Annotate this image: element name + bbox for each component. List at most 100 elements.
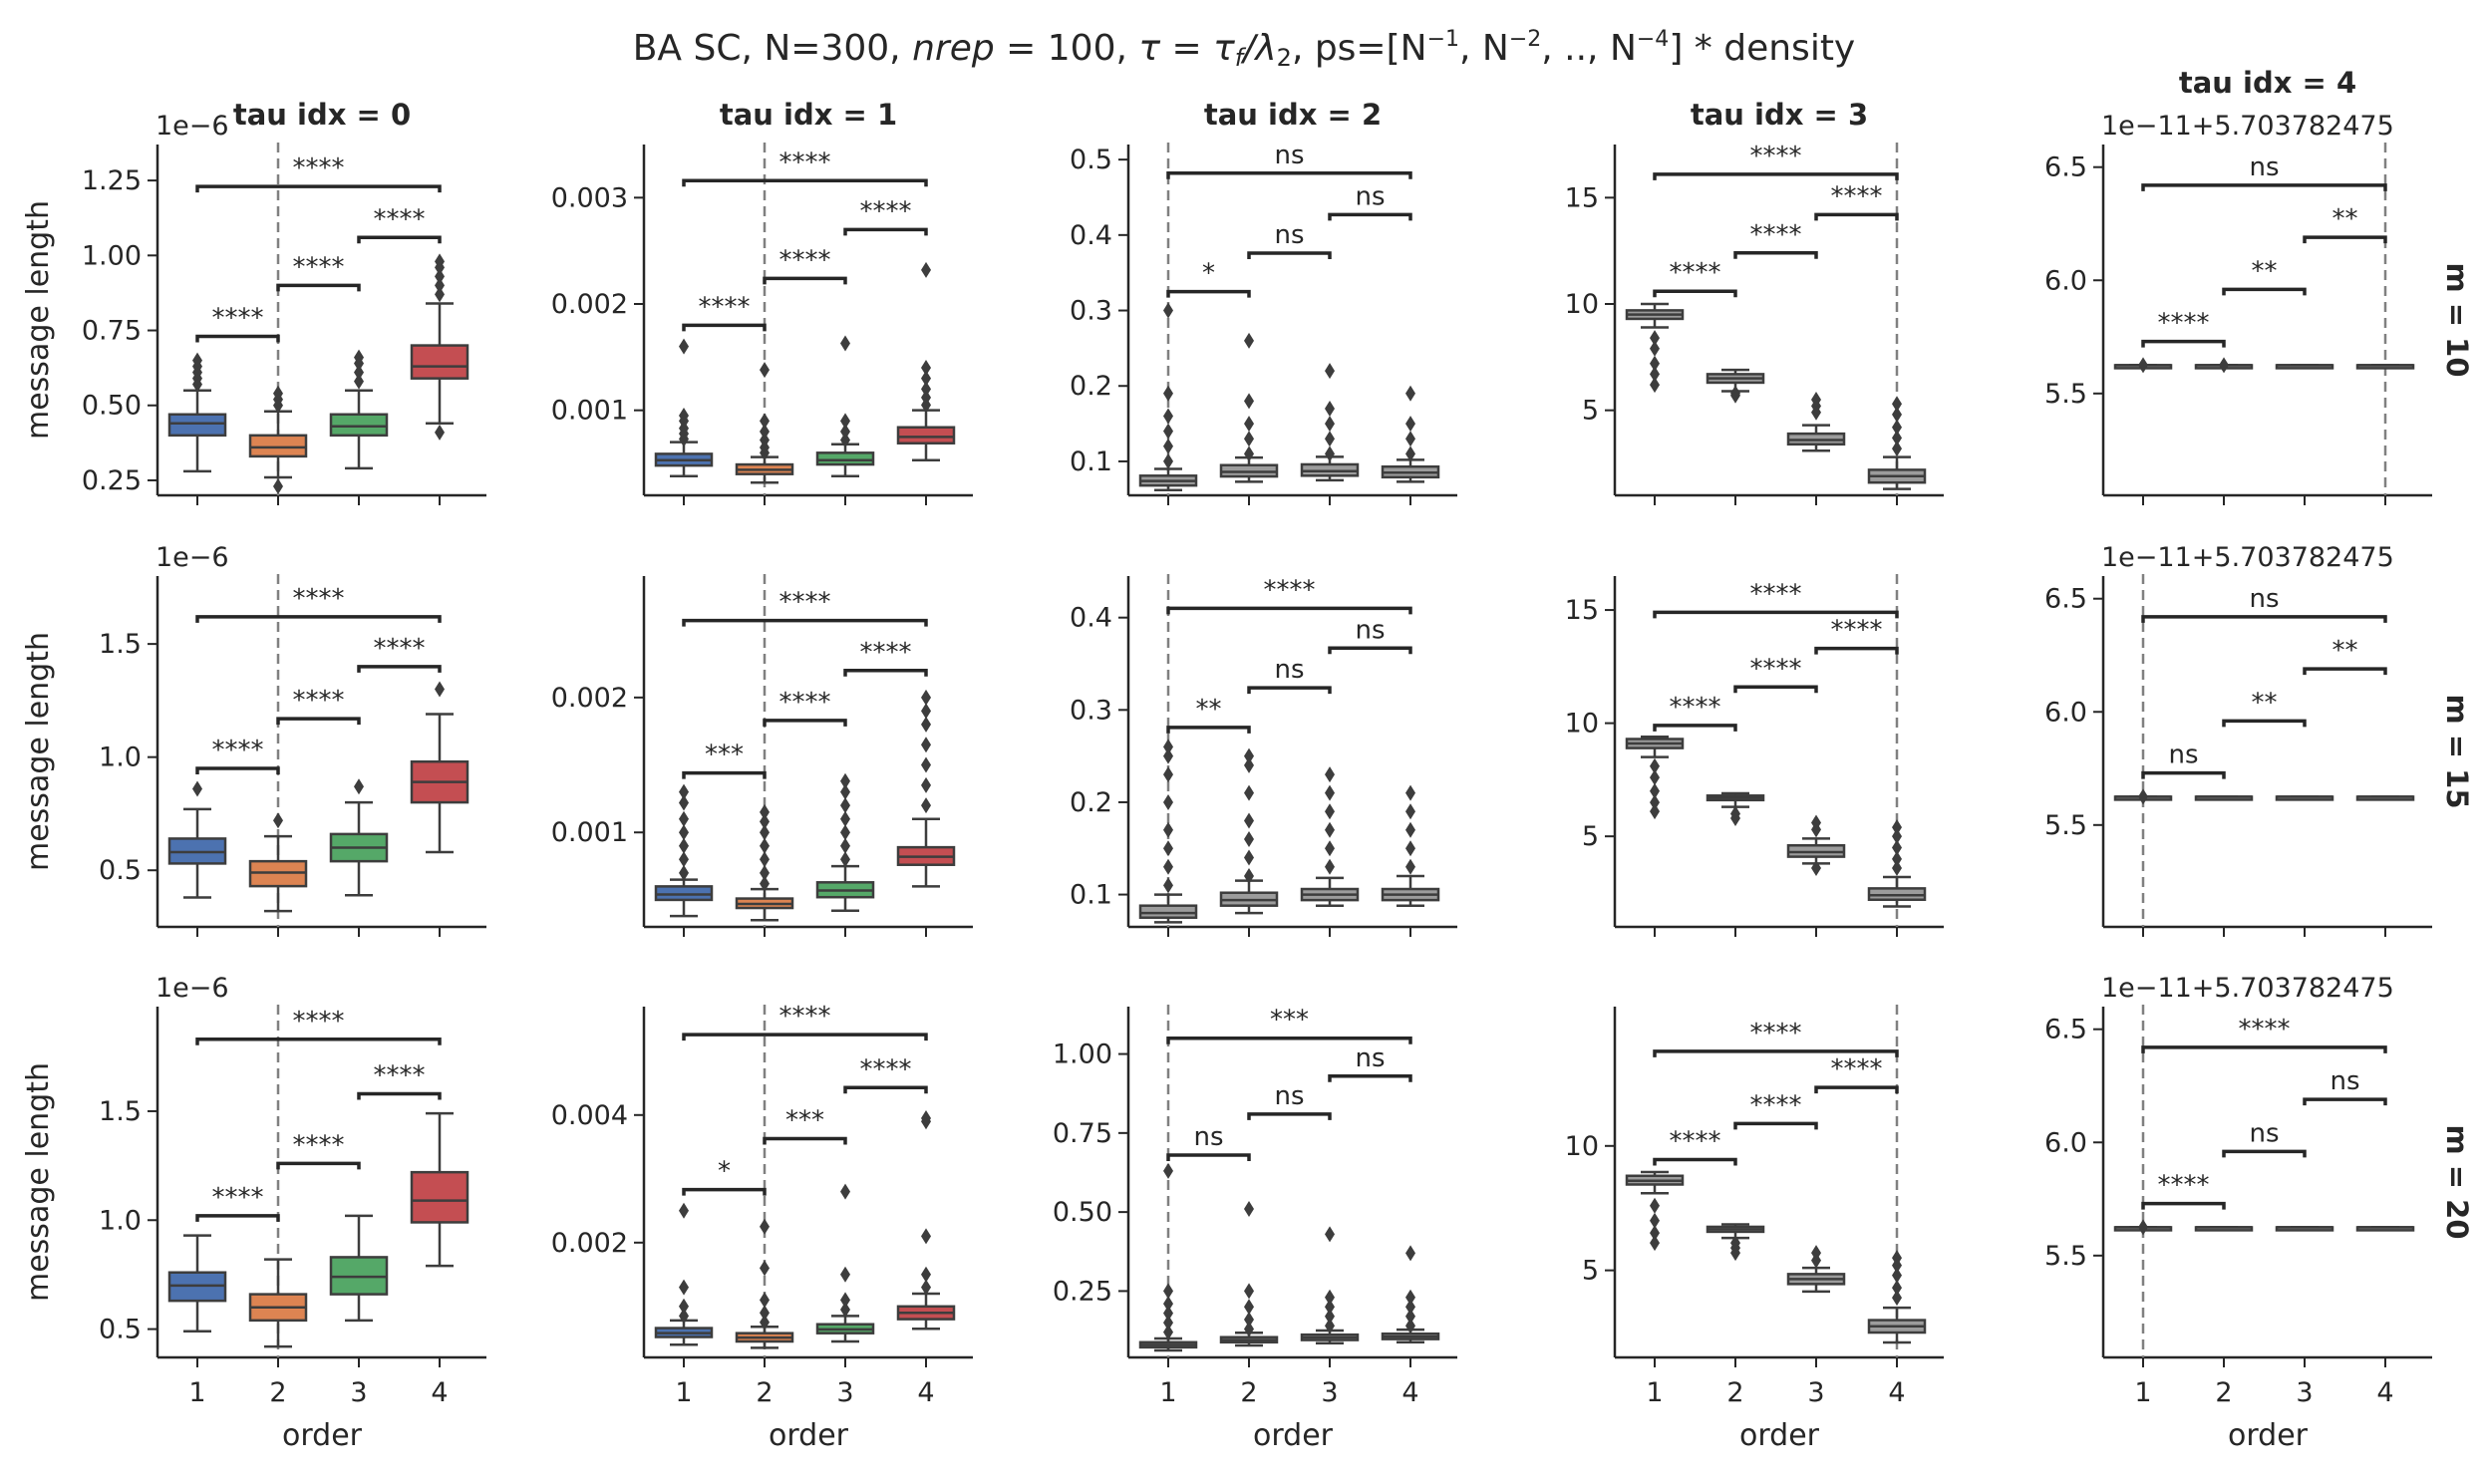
box-1 bbox=[1625, 1170, 1685, 1252]
bracket-line bbox=[2141, 615, 2387, 623]
column-title: tau idx = 4 bbox=[2179, 66, 2356, 100]
significance-label: ns bbox=[1274, 220, 1304, 250]
bracket-line bbox=[1166, 606, 1412, 615]
outlier-point bbox=[921, 1279, 931, 1296]
outlier-point bbox=[1325, 1299, 1335, 1316]
significance-label: **** bbox=[212, 1183, 264, 1213]
significance-label: ns bbox=[1274, 655, 1304, 685]
outlier-point bbox=[679, 864, 689, 881]
bracket-line bbox=[195, 1214, 280, 1222]
significance-label: ns bbox=[2249, 584, 2279, 614]
outlier-point bbox=[1892, 1250, 1902, 1267]
outlier-point bbox=[435, 286, 445, 303]
significance-bracket: *** bbox=[763, 1105, 847, 1145]
outlier-point bbox=[921, 797, 931, 814]
significance-bracket: **** bbox=[1733, 1090, 1818, 1130]
bracket-line bbox=[1653, 610, 1899, 619]
box-3 bbox=[2275, 1226, 2334, 1232]
x-tick-label: 2 bbox=[756, 1377, 773, 1408]
x-tick-label: 1 bbox=[2134, 1377, 2151, 1408]
y-tick-label: 0.75 bbox=[1053, 1118, 1112, 1149]
outlier-point bbox=[679, 824, 689, 841]
column-title: tau idx = 2 bbox=[1204, 98, 1382, 132]
y-tick-label: 6.5 bbox=[2044, 1015, 2087, 1045]
outlier-point bbox=[1325, 1226, 1335, 1243]
outlier-point bbox=[1892, 819, 1902, 836]
box-2 bbox=[248, 812, 308, 913]
outlier-point bbox=[921, 389, 931, 406]
significance-label: ns bbox=[2249, 152, 2279, 182]
significance-bracket: **** bbox=[1814, 181, 1899, 221]
outlier-point bbox=[840, 335, 850, 352]
significance-label: **** bbox=[212, 736, 264, 765]
box-2 bbox=[735, 1218, 794, 1349]
outlier-point bbox=[1325, 840, 1335, 857]
significance-label: ns bbox=[2330, 1066, 2359, 1096]
outlier-point bbox=[1650, 355, 1660, 372]
outlier-point bbox=[1244, 831, 1254, 847]
y-tick-label: 1.00 bbox=[82, 240, 142, 271]
significance-label: **** bbox=[212, 304, 264, 334]
bracket-line bbox=[195, 1038, 442, 1045]
outlier-point bbox=[679, 1308, 689, 1325]
outlier-point bbox=[354, 778, 364, 795]
significance-bracket: **** bbox=[195, 736, 280, 775]
panel-r0-c2: 0.1 0.2 0.3 0.4 0.5 * ns ns ns tau idx = 2 bbox=[1070, 98, 1457, 505]
outlier-point bbox=[1325, 400, 1335, 417]
box-1 bbox=[1138, 1162, 1198, 1352]
significance-bracket: ** bbox=[1166, 695, 1251, 734]
significance-bracket: **** bbox=[276, 686, 361, 726]
outlier-point bbox=[1244, 1299, 1254, 1316]
outlier-point bbox=[1892, 406, 1902, 423]
box-2 bbox=[248, 385, 308, 494]
significance-label: *** bbox=[1270, 1006, 1309, 1036]
outlier-point bbox=[1650, 782, 1660, 799]
outlier-point bbox=[1163, 1296, 1173, 1313]
significance-bracket: **** bbox=[2141, 309, 2226, 348]
outlier-point bbox=[1892, 430, 1902, 446]
bracket-line bbox=[682, 323, 767, 332]
figure-title: BA SC, N=300, nrep = 100, τ = τf/λ2, ps=… bbox=[633, 27, 1856, 72]
x-tick-label: 1 bbox=[675, 1377, 692, 1408]
outlier-point bbox=[1163, 1315, 1173, 1332]
outlier-point bbox=[354, 373, 364, 390]
significance-label: ** bbox=[2252, 256, 2278, 286]
outlier-point bbox=[1244, 784, 1254, 801]
outlier-point bbox=[1650, 1235, 1660, 1252]
outlier-point bbox=[1405, 385, 1415, 402]
outlier-point bbox=[354, 364, 364, 381]
x-tick-label: 4 bbox=[431, 1377, 448, 1408]
outlier-point bbox=[1163, 793, 1173, 810]
x-tick-label: 2 bbox=[2215, 1377, 2232, 1408]
x-tick-label: 4 bbox=[2376, 1377, 2393, 1408]
box-3 bbox=[1300, 1226, 1360, 1344]
significance-label: **** bbox=[293, 1007, 345, 1037]
significance-label: **** bbox=[2158, 309, 2210, 339]
axis-offset-label: 1e−11+5.703782475 bbox=[2101, 111, 2394, 142]
outlier-point bbox=[1892, 828, 1902, 845]
box-1 bbox=[167, 780, 227, 899]
bracket-line bbox=[682, 1033, 928, 1041]
y-axis-label: message length bbox=[21, 1062, 56, 1302]
outlier-point bbox=[760, 1260, 770, 1277]
significance-bracket: **** bbox=[1733, 220, 1818, 259]
panel-r1-c3: 5 10 15 **** **** **** **** bbox=[1565, 574, 1944, 937]
outlier-point bbox=[1405, 445, 1415, 462]
bracket-line bbox=[195, 615, 442, 623]
significance-label: ** bbox=[2332, 636, 2358, 666]
outlier-point bbox=[1244, 431, 1254, 447]
significance-bracket: **** bbox=[2141, 1015, 2387, 1053]
bracket-line bbox=[1247, 686, 1332, 695]
box-4 bbox=[896, 1110, 956, 1331]
significance-label: **** bbox=[1264, 575, 1316, 605]
outlier-point bbox=[1650, 340, 1660, 357]
bracket-line bbox=[682, 770, 767, 779]
bracket-line bbox=[682, 1187, 767, 1196]
bracket-line bbox=[2141, 1201, 2226, 1210]
panel-r1-c4: 5.5 6.0 6.5 1e−11+5.703782475 ns ** ** ns m = 15 bbox=[2044, 542, 2474, 937]
significance-label: **** bbox=[779, 148, 831, 177]
axis-offset-label: 1e−6 bbox=[155, 973, 229, 1004]
outlier-point bbox=[1892, 1280, 1902, 1297]
significance-bracket: **** bbox=[1733, 654, 1818, 694]
box-3 bbox=[815, 335, 875, 478]
